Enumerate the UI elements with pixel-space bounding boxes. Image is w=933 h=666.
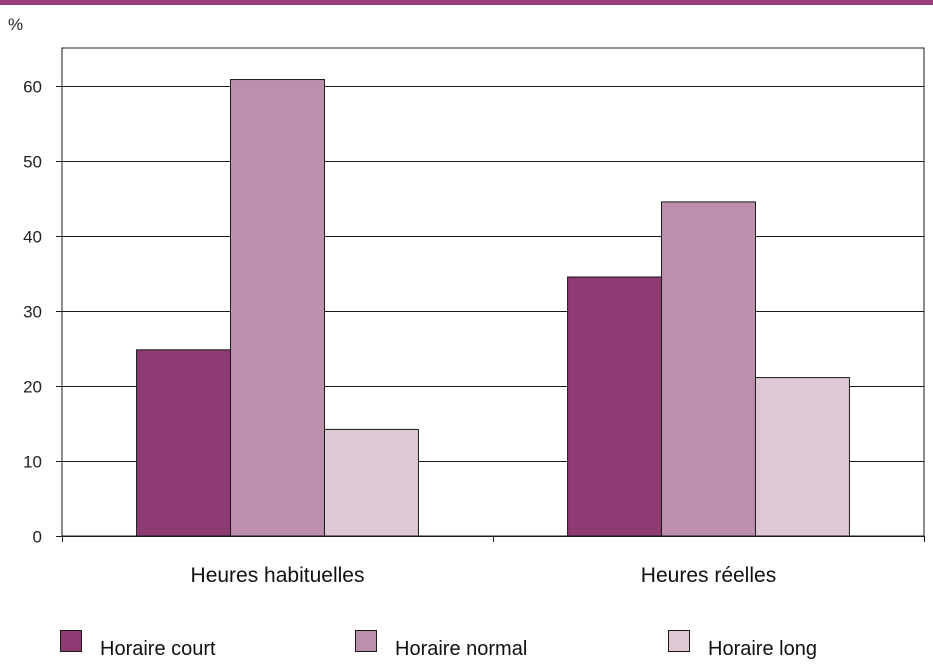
bar [754,377,850,537]
bar [567,276,663,537]
axes [56,47,925,542]
bar [136,349,232,537]
y-tick-label: 30 [23,303,42,322]
y-tick-label: 60 [23,78,42,97]
header-bar [0,0,933,5]
x-category-labels: Heures habituelles Heures réelles [191,564,777,587]
legend-item-horaire-court: Horaire court [60,630,280,661]
legend: Horaire court Horaire normal Horaire lon… [0,630,933,661]
legend-label-horaire-long: Horaire long [708,638,817,660]
legend-label-horaire-court: Horaire court [100,638,216,660]
y-tick-label: 20 [23,378,42,397]
bars [136,79,850,537]
x-category-label: Heures réelles [641,564,776,587]
y-tick-label: 10 [23,453,42,472]
x-category-label: Heures habituelles [191,564,365,587]
bar [323,428,419,537]
legend-label-horaire-normal: Horaire normal [395,638,528,660]
legend-swatch-horaire-court [60,630,82,652]
legend-swatch-horaire-normal [355,630,377,652]
bar [661,201,756,537]
legend-item-horaire-long: Horaire long [668,630,898,661]
y-axis-unit: % [8,15,23,34]
y-tick-labels: 0 10 20 30 40 50 60 [23,78,42,547]
legend-item-horaire-normal: Horaire normal [355,630,595,661]
y-tick-label: 50 [23,153,42,172]
y-tick-label: 0 [33,528,42,547]
y-tick-label: 40 [23,228,42,247]
bar [230,79,325,537]
legend-swatch-horaire-long [668,630,690,652]
